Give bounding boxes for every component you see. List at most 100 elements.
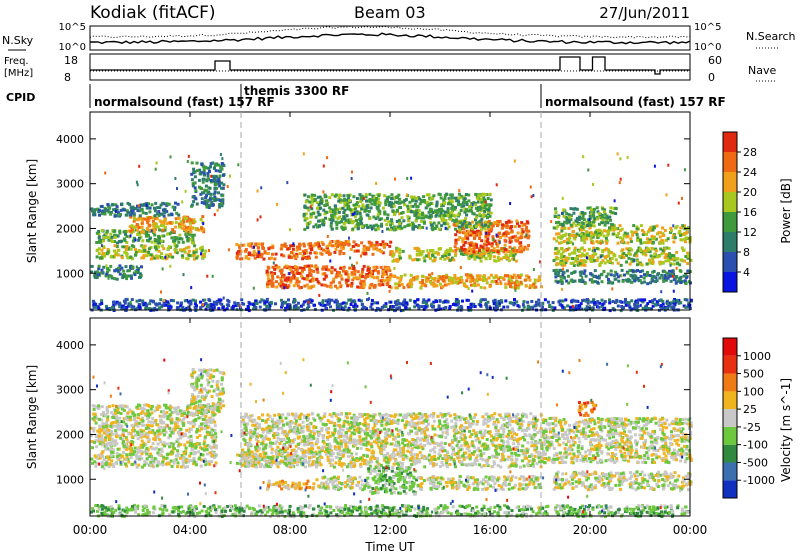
data-cell bbox=[238, 252, 242, 256]
data-cell bbox=[358, 217, 362, 221]
data-cell bbox=[171, 255, 175, 259]
data-cell bbox=[348, 266, 352, 270]
data-cell bbox=[438, 299, 442, 303]
data-cell bbox=[504, 285, 508, 289]
data-cell bbox=[448, 199, 452, 203]
data-cell bbox=[376, 227, 380, 231]
data-cell bbox=[537, 302, 541, 306]
data-cell bbox=[508, 236, 512, 240]
data-cell bbox=[140, 221, 144, 225]
data-cell bbox=[138, 164, 141, 168]
data-cell bbox=[468, 252, 472, 256]
data-cell bbox=[450, 279, 454, 283]
data-cell bbox=[144, 306, 148, 310]
data-cell bbox=[456, 247, 459, 251]
data-cell bbox=[173, 206, 177, 210]
colorbar-tick-label: 20 bbox=[743, 186, 757, 199]
data-cell bbox=[672, 278, 676, 282]
data-cell bbox=[347, 218, 351, 222]
data-cell bbox=[172, 299, 175, 303]
data-cell bbox=[192, 170, 196, 174]
data-cell bbox=[134, 225, 138, 228]
data-cell bbox=[127, 235, 131, 239]
data-cell bbox=[195, 409, 199, 413]
data-cell bbox=[664, 278, 668, 282]
data-cell bbox=[470, 209, 474, 213]
data-cell bbox=[333, 215, 337, 219]
data-cell bbox=[145, 303, 149, 307]
data-cell bbox=[161, 443, 165, 447]
data-cell bbox=[486, 216, 489, 220]
data-cell bbox=[523, 245, 527, 249]
data-cell bbox=[188, 221, 192, 225]
data-cell bbox=[487, 251, 491, 255]
data-cell bbox=[401, 200, 405, 204]
data-cell bbox=[650, 225, 654, 229]
data-cell bbox=[307, 305, 311, 309]
data-cell bbox=[280, 268, 284, 272]
data-cell bbox=[450, 207, 454, 210]
data-cell bbox=[481, 215, 485, 219]
data-cell bbox=[202, 222, 205, 226]
data-cell bbox=[482, 206, 486, 210]
data-cell bbox=[113, 253, 117, 257]
data-cell bbox=[295, 252, 299, 256]
data-cell bbox=[509, 251, 513, 254]
data-cell bbox=[207, 192, 211, 196]
data-cell bbox=[568, 252, 572, 256]
data-cell bbox=[676, 257, 680, 261]
data-cell bbox=[417, 216, 421, 220]
data-cell bbox=[183, 250, 187, 254]
data-cell bbox=[560, 227, 564, 231]
data-cell bbox=[462, 195, 466, 199]
data-cell bbox=[599, 239, 603, 243]
data-cell bbox=[417, 307, 421, 311]
data-cell bbox=[439, 307, 443, 311]
data-cell bbox=[188, 227, 192, 231]
data-cell bbox=[556, 256, 560, 260]
data-cell bbox=[605, 255, 609, 258]
data-cell bbox=[552, 237, 556, 241]
data-cell bbox=[294, 255, 298, 259]
data-cell bbox=[353, 225, 357, 229]
data-cell bbox=[618, 254, 622, 258]
data-cell bbox=[684, 273, 688, 277]
data-cell bbox=[560, 304, 564, 308]
data-cell bbox=[644, 305, 648, 309]
data-cell bbox=[208, 249, 210, 252]
data-cell bbox=[217, 180, 221, 184]
data-cell bbox=[103, 254, 107, 258]
data-cell bbox=[552, 259, 556, 263]
data-cell bbox=[616, 241, 620, 245]
data-cell bbox=[412, 223, 415, 227]
data-cell bbox=[137, 249, 141, 252]
data-cell bbox=[410, 176, 413, 180]
data-cell bbox=[285, 305, 289, 309]
data-cell bbox=[485, 281, 489, 285]
data-cell bbox=[410, 210, 414, 214]
data-cell bbox=[193, 257, 196, 261]
data-cell bbox=[658, 254, 662, 258]
data-cell bbox=[374, 198, 378, 202]
data-cell bbox=[359, 217, 363, 221]
data-cell bbox=[610, 250, 613, 254]
colorbar-swatch bbox=[723, 252, 737, 272]
data-cell bbox=[524, 284, 528, 288]
data-cell bbox=[399, 278, 403, 282]
data-cell bbox=[672, 274, 675, 278]
data-cell bbox=[444, 254, 448, 258]
data-cell bbox=[334, 240, 338, 244]
data-cell bbox=[656, 303, 660, 307]
data-cell bbox=[448, 305, 452, 308]
data-cell bbox=[284, 306, 287, 310]
data-cell bbox=[372, 247, 376, 251]
data-cell bbox=[279, 284, 283, 288]
data-cell bbox=[626, 279, 630, 283]
data-cell bbox=[412, 195, 416, 199]
data-cell bbox=[117, 266, 121, 270]
data-cell bbox=[446, 207, 450, 211]
data-cell bbox=[302, 300, 306, 304]
data-cell bbox=[108, 206, 112, 210]
data-cell bbox=[406, 283, 409, 287]
data-cell bbox=[377, 194, 381, 198]
